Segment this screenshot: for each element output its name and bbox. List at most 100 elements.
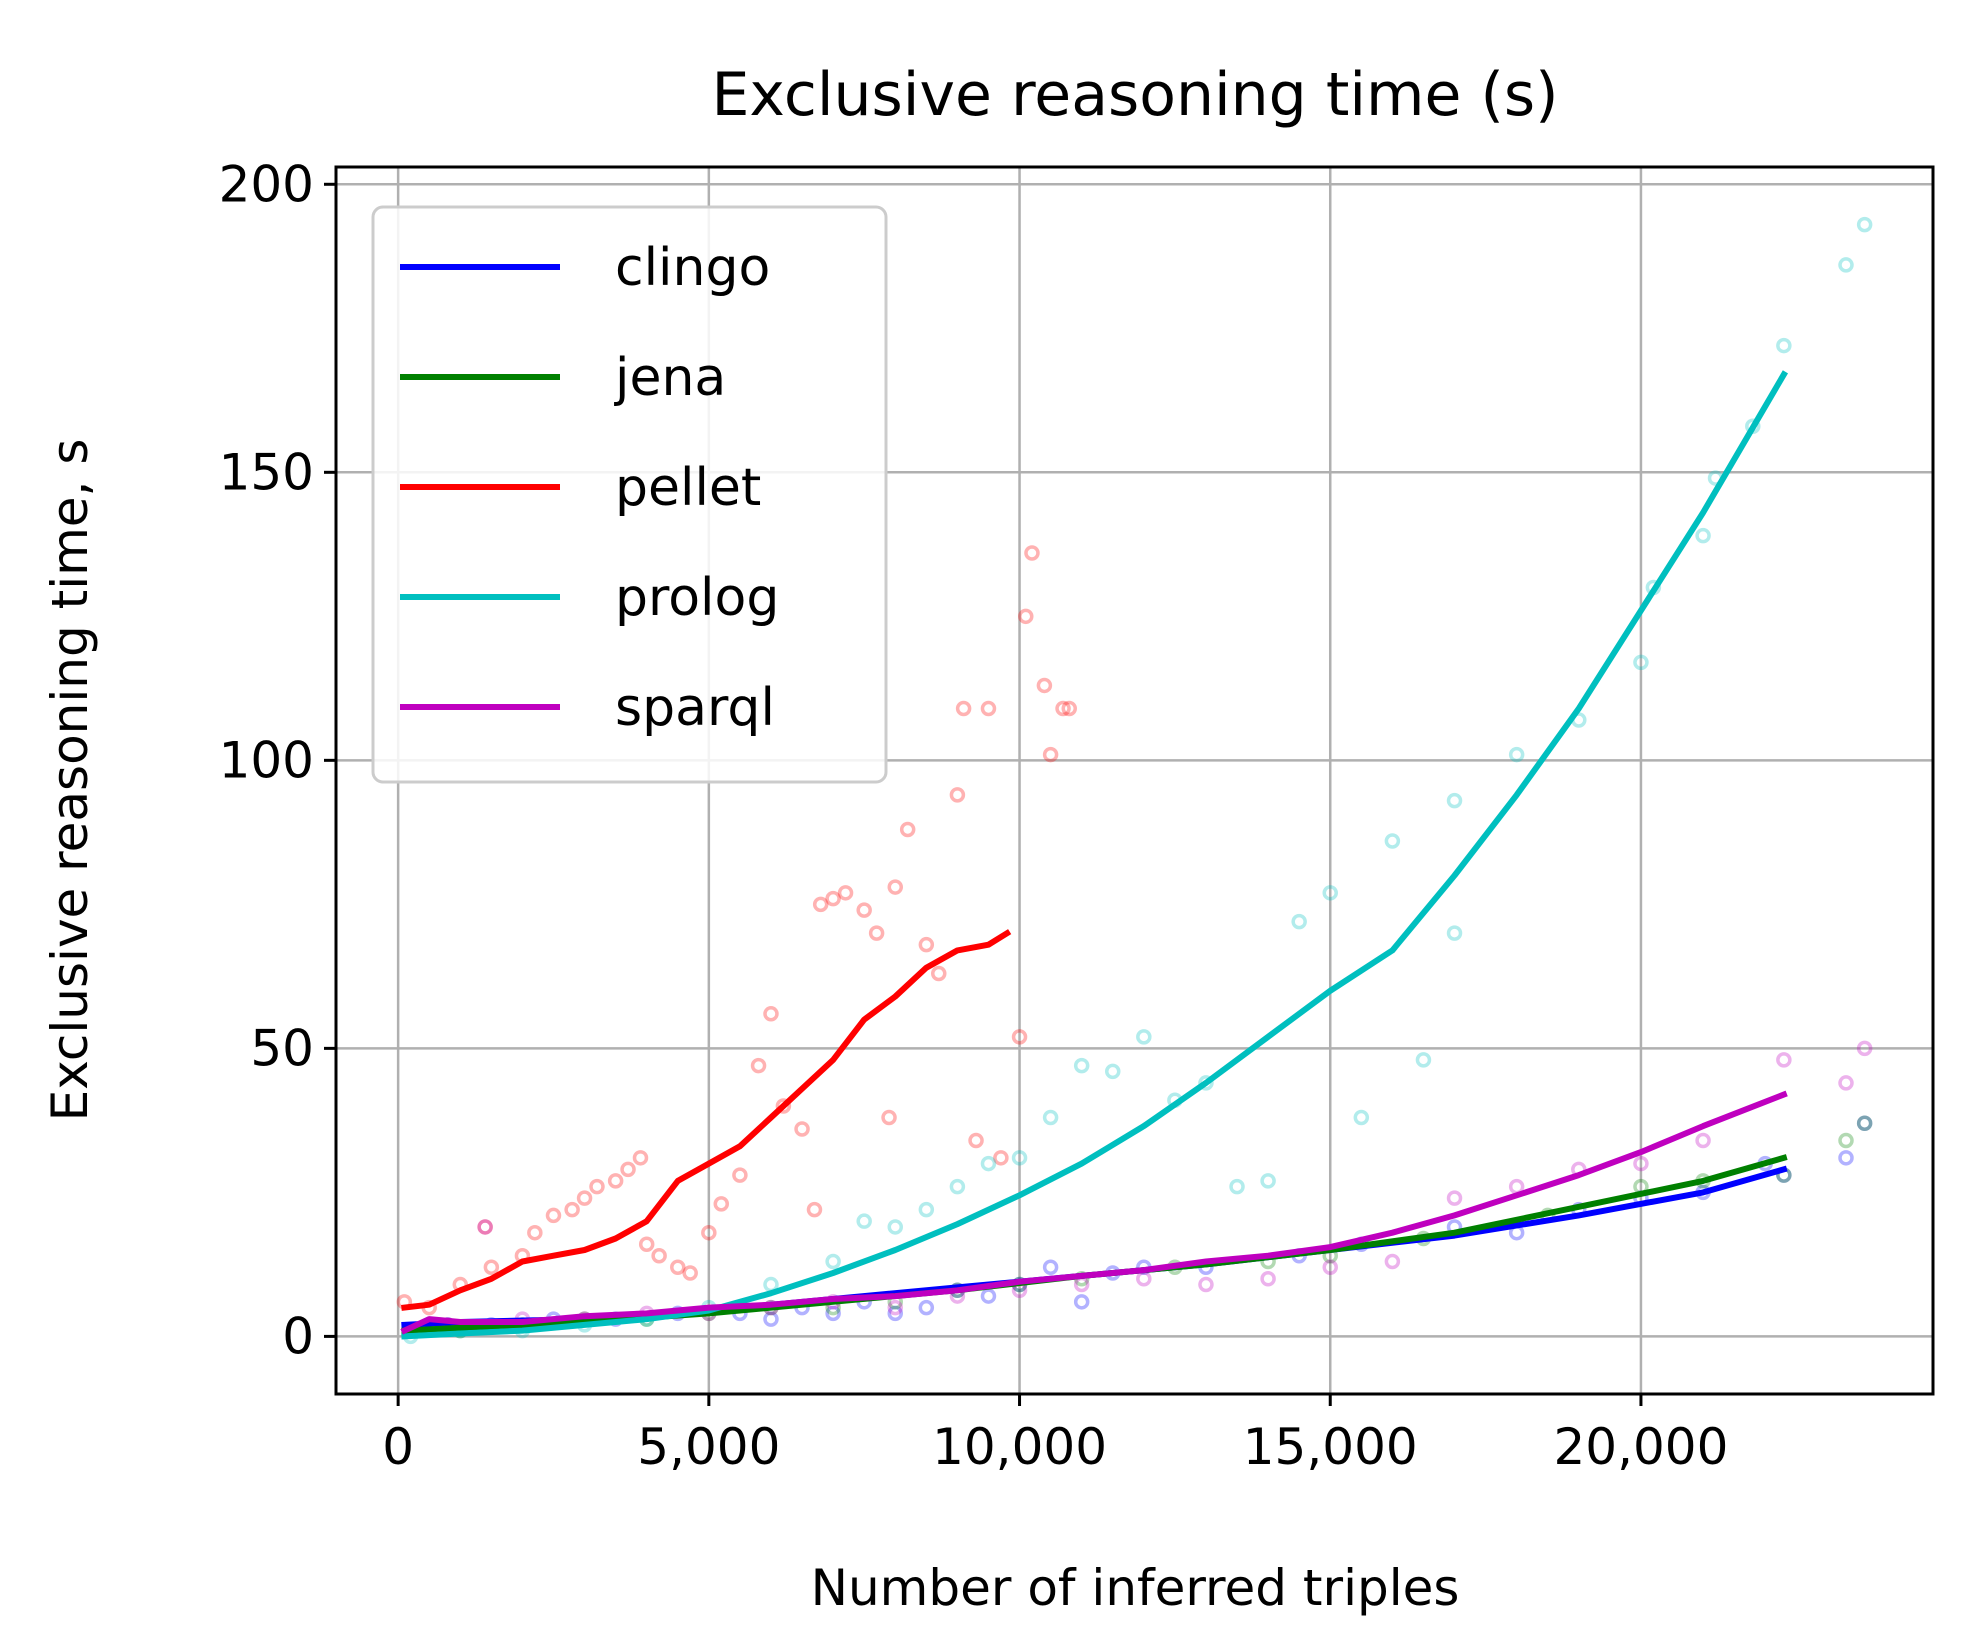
pellet-point (682, 1265, 698, 1281)
prolog-point (1042, 1109, 1059, 1126)
sparql-point (1838, 1075, 1854, 1091)
chart-title: Exclusive reasoning time (s) (711, 60, 1558, 130)
prolog-point (856, 1213, 872, 1229)
sparql-point (1198, 1276, 1214, 1293)
pellet-point (651, 1247, 667, 1264)
pellet-point (638, 1236, 655, 1252)
pellet-point (812, 896, 829, 913)
prolog-point (980, 1155, 997, 1172)
sparql-point (887, 1299, 904, 1316)
sparql-point (1384, 1253, 1401, 1270)
pellet-point (632, 1150, 649, 1166)
pellet-point (955, 700, 972, 717)
pellet-point (483, 1259, 500, 1276)
legend-label-pellet: pellet (615, 458, 761, 518)
prolog-point (1695, 527, 1711, 544)
y-axis-label: Exclusive reasoning time, s (41, 439, 99, 1122)
prolog-point (1260, 1173, 1276, 1189)
pellet-point (1011, 1029, 1028, 1045)
x-tick-label: 20,000 (1553, 1418, 1728, 1476)
x-tick-label: 10,000 (932, 1418, 1107, 1476)
prolog-point (1073, 1057, 1090, 1074)
pellet-point (763, 1006, 779, 1022)
prolog-point (1136, 1029, 1152, 1045)
pellet-point (732, 1167, 748, 1183)
prolog-point (887, 1219, 904, 1235)
prolog-point (1446, 792, 1463, 809)
pellet-point (968, 1132, 984, 1149)
x-axis-label: Number of inferred triples (811, 1559, 1460, 1617)
legend-label-jena: jena (614, 348, 726, 408)
sparql-trend-line (400, 1090, 1788, 1335)
pellet-point (931, 965, 947, 982)
sparql-point (1260, 1271, 1276, 1287)
pellet-point (1061, 700, 1078, 717)
pellet-trend-line (401, 929, 1012, 1311)
pellet-point (825, 890, 841, 907)
pellet-point (868, 925, 885, 941)
clingo-point (1856, 1115, 1873, 1132)
prolog-point (1856, 216, 1873, 233)
y-tick-label: 50 (250, 1019, 314, 1077)
prolog-point (1353, 1109, 1370, 1126)
pellet-point (775, 1098, 792, 1114)
pellet-point (564, 1201, 580, 1218)
pellet-point (887, 879, 904, 895)
prolog-trend-line (401, 370, 1789, 1340)
clingo-point (1042, 1259, 1059, 1276)
clingo-point (887, 1305, 904, 1322)
clingo-point (763, 1311, 779, 1327)
y-tick-label: 0 (282, 1307, 314, 1365)
prolog-point (1105, 1063, 1121, 1080)
pellet-point (806, 1201, 823, 1218)
prolog-point (1384, 833, 1401, 849)
sparql-point (1322, 1259, 1338, 1276)
pellet-point (1018, 608, 1034, 625)
prolog-point (1011, 1150, 1028, 1166)
pellet-point (980, 700, 997, 717)
jena-point (1838, 1132, 1854, 1149)
clingo-trend-line (401, 1165, 1788, 1329)
prolog-point (1446, 925, 1463, 941)
sparql-point (1446, 1190, 1463, 1206)
x-tick-label: 15,000 (1243, 1418, 1418, 1476)
prolog-point (1838, 257, 1854, 273)
clingo-point (1838, 1150, 1854, 1166)
pellet-point (1042, 746, 1059, 763)
prolog-point (1198, 1075, 1214, 1091)
pellet-point (576, 1190, 593, 1206)
prolog-point (1633, 654, 1649, 671)
y-tick-label: 100 (219, 731, 314, 789)
sparql-point (1856, 1040, 1873, 1057)
legend: clingo jena pellet prolog sparql (371, 205, 888, 784)
sparql-point (1776, 1052, 1792, 1068)
sparql-point (477, 1219, 493, 1235)
pellet-point (993, 1150, 1009, 1166)
pellet-point (837, 885, 854, 901)
sparql-point (1695, 1132, 1711, 1149)
prolog-point (1776, 337, 1792, 354)
pellet-point (527, 1224, 543, 1241)
sparql-point (1633, 1155, 1649, 1172)
trend-lines (400, 370, 1789, 1340)
pellet-point (1055, 700, 1071, 717)
jena-point (1856, 1115, 1873, 1132)
prolog-point (825, 1253, 841, 1270)
clingo-point (918, 1299, 935, 1316)
pellet-point (589, 1178, 605, 1195)
pellet-point (1024, 545, 1040, 561)
pellet-point (899, 821, 916, 838)
plot-frame (334, 165, 1935, 1396)
pellet-point (713, 1196, 730, 1212)
clingo-point (825, 1305, 841, 1322)
pellet-point (670, 1259, 686, 1276)
pellet-point (918, 936, 935, 953)
legend-box (371, 205, 888, 784)
x-tick-label: 5,000 (637, 1418, 780, 1476)
pellet-point (949, 787, 966, 803)
prolog-point (1415, 1052, 1432, 1068)
pellet-point (477, 1219, 493, 1235)
prolog-point (949, 1178, 966, 1195)
pellet-point (750, 1057, 767, 1074)
